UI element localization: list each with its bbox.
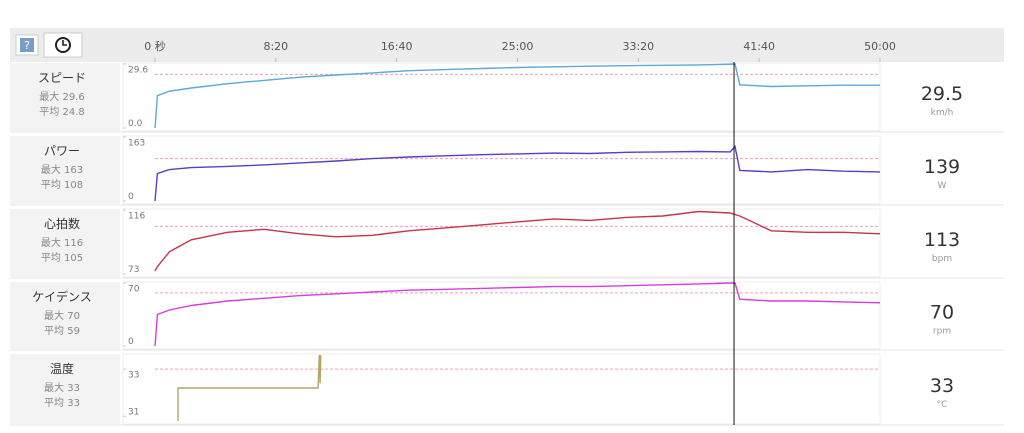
stat-value: 59 <box>67 326 80 337</box>
clock-icon <box>55 37 71 53</box>
help-icon <box>20 38 34 52</box>
x-tick-label: 33:20 <box>622 40 654 53</box>
plot-panel <box>122 353 881 425</box>
metric-name: ケイデンス <box>32 289 92 304</box>
y-tick-label: 163 <box>128 139 145 149</box>
stat-label: 最大 <box>44 381 64 394</box>
stat-label: 最大 <box>39 90 59 103</box>
metric-name: 温度 <box>50 361 74 376</box>
label-panel <box>10 136 120 204</box>
x-tick-label: 8:20 <box>263 40 288 53</box>
stat-value: 108 <box>64 180 83 191</box>
metric-stat: 最大 70 <box>44 309 80 322</box>
stat-value: 33 <box>67 398 80 409</box>
metric-stat: 最大 33 <box>44 381 80 394</box>
metric-stat: 平均 108 <box>41 179 83 191</box>
current-unit: °C <box>937 400 948 410</box>
label-panel <box>10 354 120 424</box>
stat-value: 24.8 <box>62 107 84 118</box>
y-tick-label: 29.6 <box>128 66 148 76</box>
stat-label: 平均 <box>44 325 64 337</box>
y-tick-label: 33 <box>128 371 139 381</box>
stat-value: 29.6 <box>62 92 84 103</box>
y-tick-label: 0 <box>128 192 134 202</box>
x-tick-label: 16:40 <box>381 40 413 53</box>
data-line <box>154 63 880 129</box>
metric-stat: 最大 163 <box>41 163 83 176</box>
label-panel <box>10 282 120 349</box>
metric-name: パワー <box>44 144 80 158</box>
metric-name: スピード <box>38 71 86 85</box>
current-value: 113 <box>924 229 960 251</box>
current-unit: rpm <box>933 327 951 337</box>
current-unit: W <box>938 181 947 191</box>
metric-stat: 平均 33 <box>44 397 80 409</box>
x-tick-label: 25:00 <box>502 40 534 53</box>
plot-panel <box>122 281 881 350</box>
stat-label: 平均 <box>41 252 61 264</box>
current-value: 70 <box>930 302 954 324</box>
plot-panel <box>122 208 881 278</box>
stat-label: 最大 <box>41 163 61 176</box>
current-value: 29.5 <box>921 83 963 105</box>
current-unit: bpm <box>932 254 952 264</box>
label-panel <box>10 209 120 277</box>
y-tick-label: 0.0 <box>128 119 143 129</box>
y-tick-label: 0 <box>128 337 134 347</box>
clock-hands <box>62 40 67 46</box>
plot-panel <box>122 135 881 205</box>
stat-value: 105 <box>64 253 83 264</box>
stat-label: 平均 <box>41 179 61 191</box>
help-mark: ? <box>24 39 30 52</box>
stat-value: 70 <box>67 311 80 322</box>
metric-stat: 平均 24.8 <box>39 106 84 118</box>
plot-panel <box>122 62 881 132</box>
x-tick-label: 41:40 <box>743 40 775 53</box>
stat-label: 平均 <box>39 106 59 118</box>
header-bar <box>10 28 1004 62</box>
metric-stat: 最大 116 <box>41 236 83 249</box>
stat-label: 平均 <box>44 397 64 409</box>
y-tick-label: 70 <box>128 285 140 295</box>
y-tick-label: 31 <box>128 407 139 417</box>
stat-label: 最大 <box>41 236 61 249</box>
data-line <box>154 144 880 202</box>
data-line <box>154 282 880 347</box>
stat-value: 33 <box>67 383 80 394</box>
y-tick-label: 116 <box>128 212 145 222</box>
label-panel <box>10 63 120 131</box>
metric-stat: 最大 29.6 <box>39 90 84 103</box>
data-line <box>154 210 880 272</box>
metric-stat: 平均 59 <box>44 325 80 337</box>
current-unit: km/h <box>931 108 954 118</box>
current-value: 139 <box>924 156 960 178</box>
current-value: 33 <box>930 375 954 397</box>
stat-value: 116 <box>64 238 83 249</box>
y-tick-label: 73 <box>128 265 139 275</box>
data-line <box>177 354 322 421</box>
stat-label: 最大 <box>44 309 64 322</box>
x-tick-label: 0 秒 <box>144 39 166 53</box>
metric-stat: 平均 105 <box>41 252 83 264</box>
stat-value: 163 <box>64 165 83 176</box>
metric-name: 心拍数 <box>44 216 80 231</box>
x-tick-label: 50:00 <box>864 40 896 53</box>
